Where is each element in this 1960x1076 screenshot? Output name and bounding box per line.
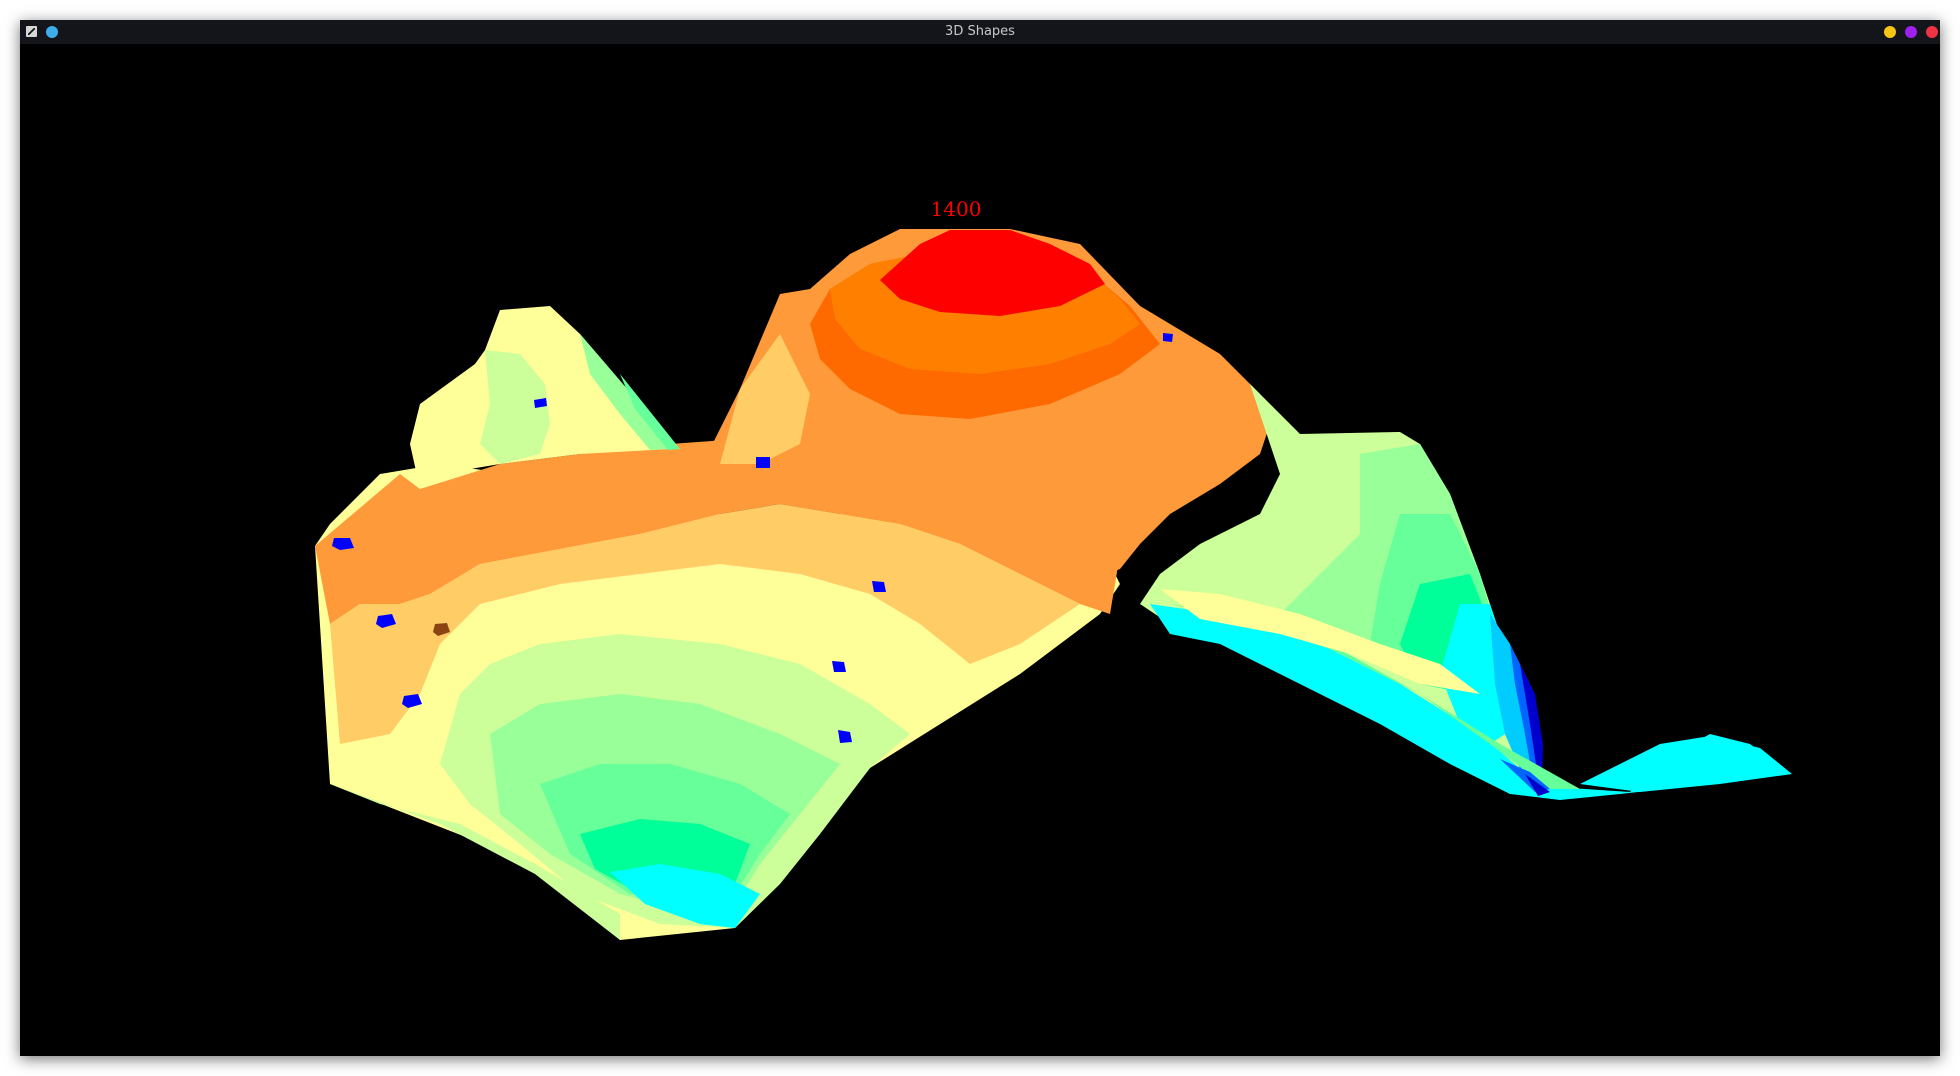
marker-point xyxy=(756,457,770,468)
terrain-right-fold-yellow xyxy=(1160,589,1480,694)
marker-point xyxy=(534,398,547,408)
terrain-hump-right-edge xyxy=(620,374,680,450)
app-window: 3D Shapes xyxy=(20,20,1940,1056)
terrain-right-fold-darkblue xyxy=(1525,774,1550,796)
terrain-ridge-lightorange xyxy=(330,504,1080,744)
terminal-x-icon[interactable] xyxy=(26,26,37,37)
marker-point xyxy=(402,694,422,708)
terrain-right-deepblue-2 xyxy=(1510,644,1540,786)
title-bar[interactable]: 3D Shapes xyxy=(20,20,1940,44)
window-title-container: 3D Shapes xyxy=(20,20,1940,44)
minimize-button[interactable] xyxy=(1884,26,1896,38)
peak-elevation-label: 1400 xyxy=(931,197,982,221)
marker-point xyxy=(838,730,852,743)
maximize-button[interactable] xyxy=(1905,26,1917,38)
terrain-right-deepblue-3 xyxy=(1520,664,1543,784)
marker-point xyxy=(1163,333,1173,342)
pin-circle-icon[interactable] xyxy=(46,26,58,38)
close-button[interactable] xyxy=(1926,26,1938,38)
marker-point xyxy=(332,538,354,550)
terrain-mountain-lightorange xyxy=(720,334,810,464)
window-title: 3D Shapes xyxy=(945,24,1015,39)
terrain-3d-view[interactable]: 1400 xyxy=(20,44,1940,1056)
marker-point-accent xyxy=(433,623,450,636)
terrain-right-tip xyxy=(1580,736,1792,792)
terrain-left-cyan xyxy=(610,864,760,928)
marker-point xyxy=(832,661,846,672)
terrain-hump-green xyxy=(480,350,550,464)
terrain-right-fold-cyan xyxy=(1150,604,1790,800)
marker-point xyxy=(376,614,396,628)
terrain-mountain-peak xyxy=(880,230,1105,316)
terrain-right-fold-green xyxy=(1170,604,1580,789)
terrain-right-deepblue-1 xyxy=(1490,614,1535,769)
marker-point xyxy=(872,581,886,592)
terrain-ridge-orange xyxy=(315,439,1120,624)
